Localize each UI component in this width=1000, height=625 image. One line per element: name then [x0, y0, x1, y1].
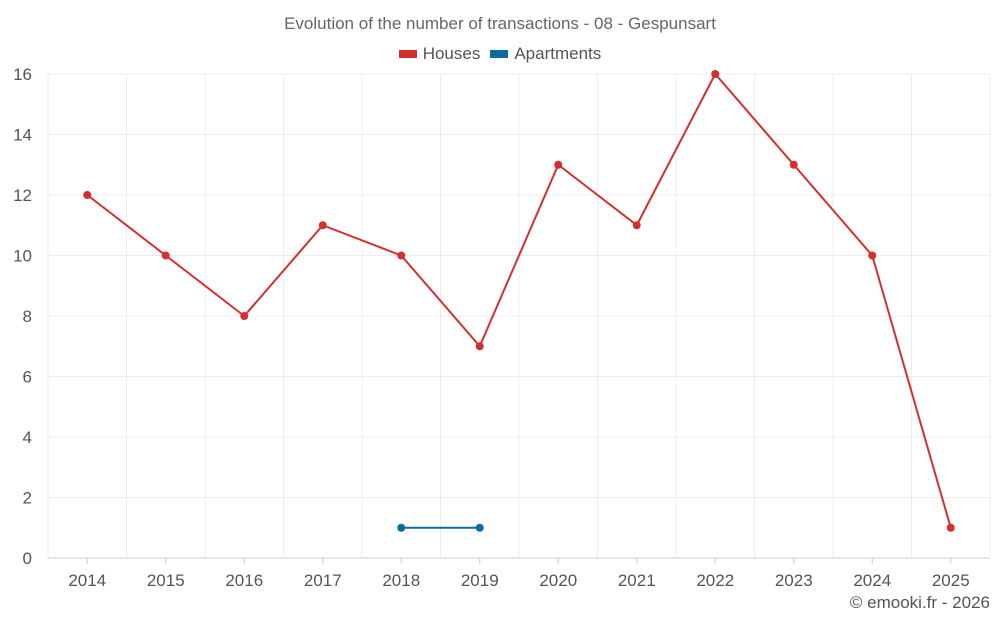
x-tick-label: 2023 [775, 571, 813, 590]
data-point-houses [83, 191, 92, 199]
data-point-houses [397, 251, 406, 260]
legend-item-apartments[interactable]: Apartments [490, 44, 601, 64]
data-point-apartments [475, 523, 484, 532]
x-tick-label: 2025 [932, 571, 970, 590]
y-tick-label: 8 [23, 307, 32, 326]
y-tick-label: 6 [23, 368, 32, 387]
y-tick-label: 4 [23, 428, 32, 447]
data-point-houses [554, 160, 563, 169]
data-point-houses [711, 70, 720, 78]
x-tick-label: 2020 [539, 571, 577, 590]
data-point-houses [475, 342, 484, 351]
series-line-houses [86, 73, 952, 529]
data-point-houses [789, 160, 798, 169]
y-tick-label: 16 [13, 65, 32, 84]
data-point-houses [632, 221, 641, 230]
x-tick-label: 2024 [853, 571, 891, 590]
x-tick-label: 2015 [147, 571, 185, 590]
legend-label-houses: Houses [422, 44, 481, 63]
x-tick-label: 2021 [618, 571, 656, 590]
data-point-houses [318, 221, 327, 230]
legend-item-houses[interactable]: Houses [398, 44, 481, 64]
chart-title: Evolution of the number of transactions … [284, 14, 716, 33]
y-tick-label: 14 [13, 126, 32, 145]
y-tick-label: 10 [13, 247, 32, 266]
data-point-apartments [397, 523, 406, 532]
x-tick-label: 2018 [382, 571, 420, 590]
x-tick-label: 2014 [68, 571, 106, 590]
data-point-houses [946, 523, 955, 532]
y-tick-label: 0 [23, 549, 32, 568]
data-point-houses [161, 251, 170, 260]
legend: Houses Apartments [0, 44, 1000, 64]
x-tick-label: 2017 [304, 571, 342, 590]
x-tick-label: 2019 [461, 571, 499, 590]
y-tick-label: 12 [13, 186, 32, 205]
copyright: © emooki.fr - 2026 [849, 593, 990, 612]
x-tick-label: 2016 [225, 571, 263, 590]
legend-label-apartments: Apartments [514, 44, 602, 63]
x-tick-label: 2022 [696, 571, 734, 590]
legend-swatch-apartments [490, 50, 509, 58]
data-point-houses [868, 251, 877, 260]
legend-swatch-houses [398, 50, 417, 58]
data-point-houses [240, 312, 249, 320]
y-tick-label: 2 [23, 489, 32, 508]
